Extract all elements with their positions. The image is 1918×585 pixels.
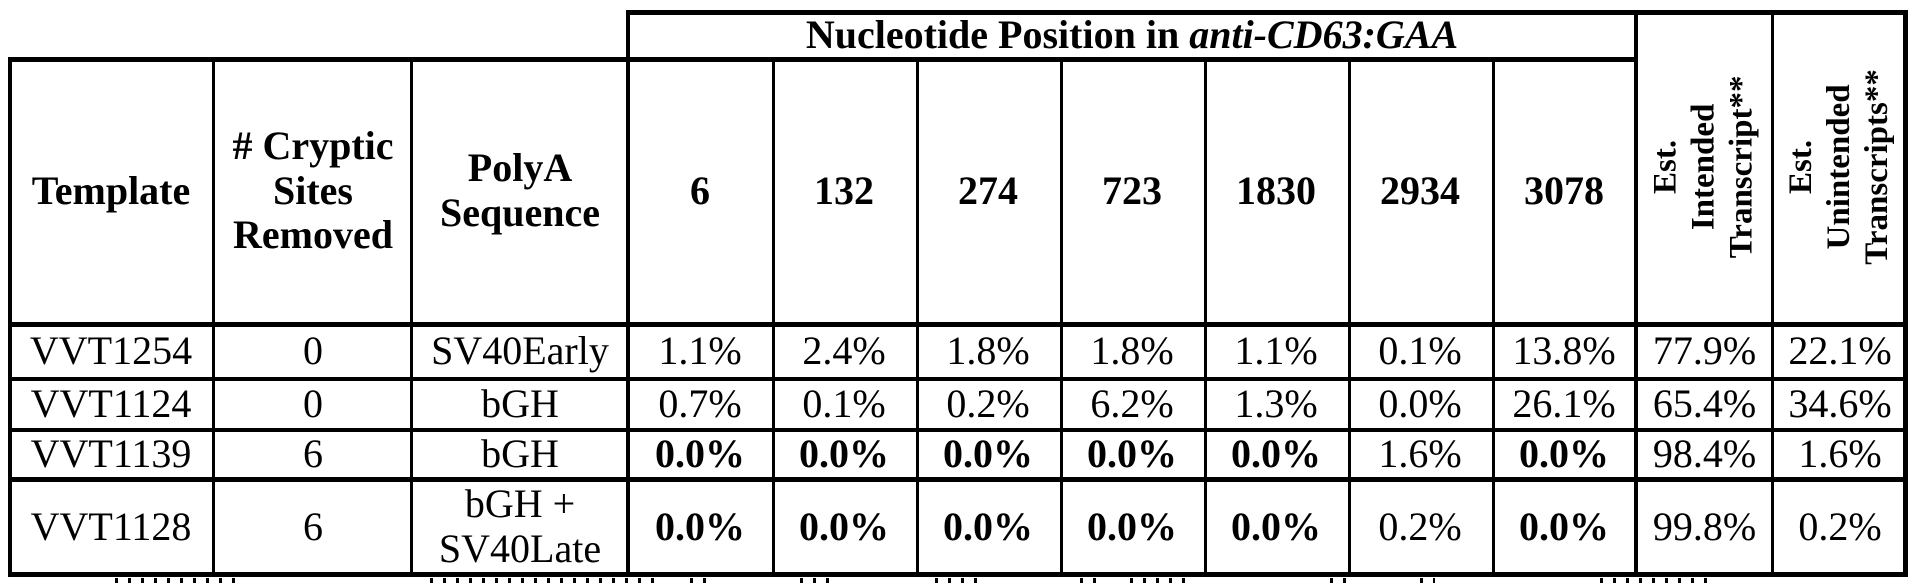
col-header-position-1830: 1830 xyxy=(1236,167,1316,213)
row1-template-id: VVT1254 xyxy=(29,328,193,374)
caption-fragment xyxy=(115,578,240,583)
row3-est-intended: 98.4% xyxy=(1652,431,1757,477)
col-header-position-3078: 3078 xyxy=(1524,167,1604,213)
row4-value-pos3078: 0.0% xyxy=(1519,503,1609,549)
row3-cryptic-sites: 6 xyxy=(303,431,323,477)
row3-value-pos274: 0.0% xyxy=(943,431,1033,477)
table-border xyxy=(212,58,215,577)
row4-cryptic-sites: 6 xyxy=(303,503,323,549)
col-header-template: Template xyxy=(31,167,191,213)
row4-est-intended: 99.8% xyxy=(1652,503,1757,549)
col-header-position-2934: 2934 xyxy=(1380,167,1460,213)
table-border xyxy=(1771,10,1774,577)
row1-est-intended: 77.9% xyxy=(1652,328,1757,374)
table-border xyxy=(1634,10,1638,577)
row3-value-pos1830: 0.0% xyxy=(1231,431,1321,477)
table-border xyxy=(8,428,1908,432)
row3-value-pos2934: 1.6% xyxy=(1378,431,1462,477)
row2-cryptic-sites: 0 xyxy=(303,381,323,427)
row4-value-pos1830: 0.0% xyxy=(1231,503,1321,549)
table-border xyxy=(8,572,1908,577)
table-border xyxy=(626,10,630,577)
col-header-position-274: 274 xyxy=(958,167,1018,213)
table-border xyxy=(8,322,1908,327)
col-group-header-nucleotide-position: Nucleotide Position in anti-CD63:GAA xyxy=(628,12,1636,58)
row4-value-pos274: 0.0% xyxy=(943,503,1033,549)
row1-value-pos723: 1.8% xyxy=(1090,328,1174,374)
caption-fragment xyxy=(935,578,980,583)
row1-est-unintended: 22.1% xyxy=(1788,328,1892,374)
row2-polya-sequence: bGH xyxy=(481,381,559,427)
table-border xyxy=(916,58,919,577)
row3-value-pos132: 0.0% xyxy=(799,431,889,477)
caption-fragment xyxy=(1600,578,1710,583)
row2-value-pos132: 0.1% xyxy=(802,381,886,427)
row1-cryptic-sites: 0 xyxy=(303,328,323,374)
caption-fragment xyxy=(690,578,715,583)
table-border xyxy=(8,58,12,577)
caption-fragment xyxy=(1130,578,1185,583)
caption-fragment xyxy=(1420,578,1435,583)
caption-fragment xyxy=(800,578,835,583)
table-border xyxy=(1348,58,1351,577)
nucleotide-position-label: Nucleotide Position in xyxy=(805,11,1190,57)
row3-template-id: VVT1139 xyxy=(30,431,192,477)
row3-est-unintended: 1.6% xyxy=(1798,431,1882,477)
row2-value-pos6: 0.7% xyxy=(658,381,742,427)
table-border xyxy=(626,10,1908,15)
row3-value-pos3078: 0.0% xyxy=(1519,431,1609,477)
est-intended-label: Est. Intended Transcript** xyxy=(1647,75,1760,259)
caption-fragment xyxy=(1080,578,1105,583)
row4-template-id: VVT1128 xyxy=(30,503,192,549)
row4-value-pos6: 0.0% xyxy=(655,503,745,549)
row4-value-pos2934: 0.2% xyxy=(1378,503,1462,549)
table-border xyxy=(1204,58,1207,577)
caption-fragment xyxy=(430,578,660,583)
col-header-est-intended-transcript: Est. Intended Transcript** xyxy=(1636,12,1773,322)
table-border xyxy=(8,57,1636,62)
table-border xyxy=(1492,58,1495,577)
col-header-position-6: 6 xyxy=(690,167,710,213)
caption-fragment xyxy=(1330,578,1355,583)
col-header-polya-sequence: PolyA Sequence xyxy=(412,60,628,322)
row1-polya-sequence: SV40Early xyxy=(431,328,609,374)
col-header-cryptic-sites-removed: # Cryptic Sites Removed xyxy=(214,60,412,322)
row2-value-pos1830: 1.3% xyxy=(1234,381,1318,427)
table-border xyxy=(410,58,413,577)
row1-value-pos2934: 0.1% xyxy=(1378,328,1462,374)
row2-est-unintended: 34.6% xyxy=(1788,381,1892,427)
col-header-position-132: 132 xyxy=(814,167,874,213)
table-border xyxy=(772,58,775,577)
col-header-est-unintended-transcripts: Est. Unintended Transcripts** xyxy=(1773,12,1907,322)
row4-value-pos723: 0.0% xyxy=(1087,503,1177,549)
construct-name-label: anti-CD63:GAA xyxy=(1189,11,1459,57)
row1-value-pos6: 1.1% xyxy=(658,328,742,374)
row1-value-pos132: 2.4% xyxy=(802,328,886,374)
row2-value-pos2934: 0.0% xyxy=(1378,381,1462,427)
row1-value-pos274: 1.8% xyxy=(946,328,1030,374)
row1-value-pos3078: 13.8% xyxy=(1512,328,1616,374)
row4-est-unintended: 0.2% xyxy=(1798,503,1882,549)
row4-polya-text: bGH + SV40Late xyxy=(438,481,602,571)
row2-est-intended: 65.4% xyxy=(1652,381,1757,427)
polya-label: PolyA Sequence xyxy=(440,145,600,235)
row3-polya-sequence: bGH xyxy=(481,431,559,477)
row2-template-id: VVT1124 xyxy=(30,381,192,427)
table-border xyxy=(8,377,1908,381)
table-border xyxy=(8,477,1908,482)
row4-polya-sequence: bGH + SV40Late xyxy=(412,481,628,572)
est-unintended-label: Est. Unintended Transcripts** xyxy=(1783,69,1895,265)
row1-value-pos1830: 1.1% xyxy=(1234,328,1318,374)
table-border xyxy=(1060,58,1063,577)
cryptic-sites-label: # Cryptic Sites Removed xyxy=(232,122,394,258)
row2-value-pos723: 6.2% xyxy=(1090,381,1174,427)
row3-value-pos6: 0.0% xyxy=(655,431,745,477)
col-header-position-723: 723 xyxy=(1102,167,1162,213)
row2-value-pos3078: 26.1% xyxy=(1512,381,1616,427)
row4-value-pos132: 0.0% xyxy=(799,503,889,549)
row3-value-pos723: 0.0% xyxy=(1087,431,1177,477)
table-border xyxy=(1903,10,1908,577)
row2-value-pos274: 0.2% xyxy=(946,381,1030,427)
